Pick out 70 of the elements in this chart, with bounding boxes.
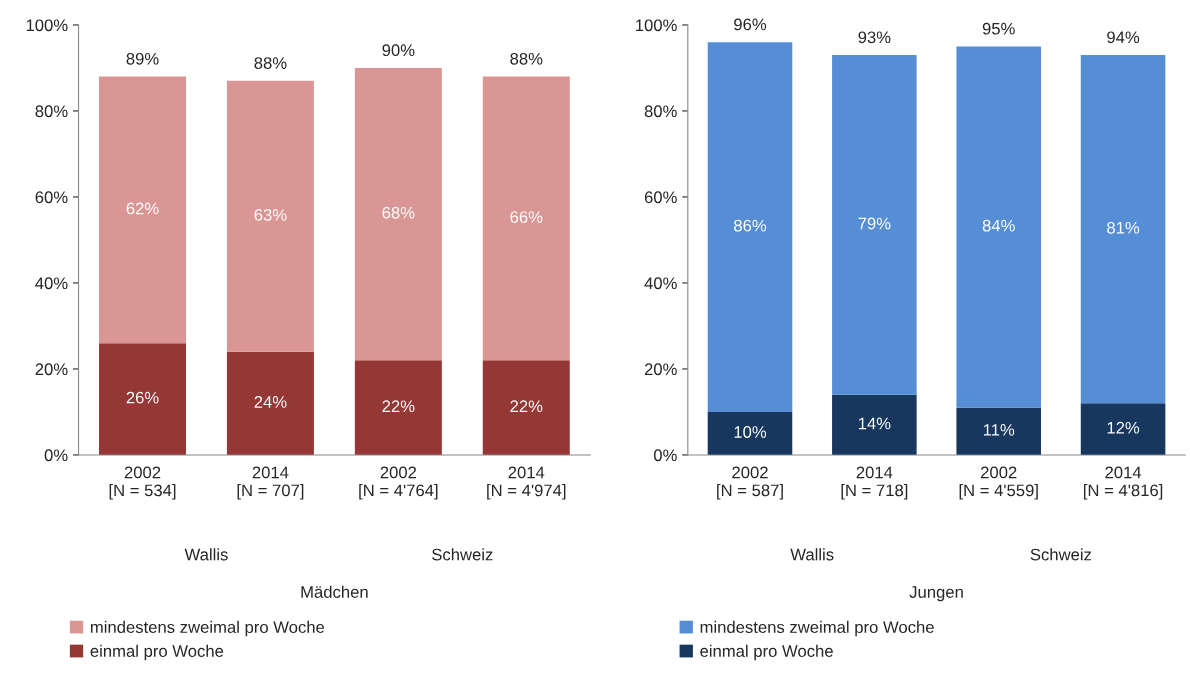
bar bbox=[226, 351, 314, 455]
x-tick-label: 2002 [N = 4'559] bbox=[959, 466, 1038, 500]
y-tick-label: 40% bbox=[644, 277, 677, 290]
y-tick-label: 80% bbox=[35, 105, 68, 118]
total-label: 88% bbox=[254, 57, 287, 69]
total-label: 95% bbox=[982, 22, 1015, 35]
total-label: 96% bbox=[734, 18, 767, 31]
y-tick-label: 100% bbox=[636, 19, 677, 32]
text: Wallis bbox=[790, 548, 834, 561]
x-axis-title: Jungen bbox=[909, 586, 963, 602]
y-tick-label: 0% bbox=[44, 449, 68, 462]
total-label: 93% bbox=[858, 31, 891, 44]
bar bbox=[354, 67, 442, 361]
x-axis-title: Mädchen bbox=[301, 585, 368, 598]
y-tick-label: 60% bbox=[644, 191, 677, 204]
text: 81% bbox=[1107, 221, 1140, 234]
y-tick-label: 100% bbox=[26, 19, 68, 32]
y-tick-label: 60% bbox=[35, 191, 68, 204]
bar bbox=[1080, 55, 1166, 404]
y-tick-label: 0% bbox=[653, 449, 677, 462]
text: 79% bbox=[858, 217, 891, 230]
total-label: 94% bbox=[1107, 31, 1140, 44]
bar bbox=[1080, 403, 1166, 455]
bar bbox=[99, 76, 186, 344]
bar bbox=[482, 76, 570, 361]
bar bbox=[707, 411, 793, 455]
text: 68% bbox=[382, 206, 415, 219]
bar bbox=[482, 360, 570, 455]
bar bbox=[956, 407, 1041, 455]
legend-label: mindestens zweimal pro Woche bbox=[700, 620, 934, 637]
x-tick-label: 2002 [N = 587] bbox=[717, 466, 783, 500]
total-label: 90% bbox=[382, 44, 415, 57]
total-label: 89% bbox=[126, 52, 159, 65]
y-tick-label: 40% bbox=[35, 277, 68, 290]
text: 14% bbox=[858, 417, 891, 430]
text: 10% bbox=[734, 426, 767, 438]
text: 66% bbox=[510, 211, 543, 223]
bar bbox=[832, 394, 917, 455]
x-tick-label: 2014 [N = 718] bbox=[841, 466, 908, 500]
bar bbox=[832, 55, 917, 395]
text: 12% bbox=[1107, 421, 1140, 434]
text: 24% bbox=[254, 396, 287, 408]
y-tick-label: 80% bbox=[644, 105, 677, 118]
bar bbox=[226, 80, 314, 352]
text: 22% bbox=[510, 400, 543, 413]
text: 26% bbox=[126, 391, 159, 404]
bar bbox=[707, 42, 793, 412]
x-tick-label: 2014 [N = 4'974] bbox=[487, 466, 566, 500]
legend-label: einmal pro Woche bbox=[90, 644, 224, 661]
text: 86% bbox=[734, 219, 767, 232]
x-tick-label: 2002 [N = 4'764] bbox=[359, 466, 438, 500]
x-tick-label: 2014 [N = 707] bbox=[237, 466, 304, 500]
text: 84% bbox=[982, 219, 1015, 232]
x-tick-label: 2002 [N = 534] bbox=[109, 466, 176, 500]
text: 62% bbox=[126, 202, 159, 215]
bar bbox=[354, 360, 442, 455]
bar bbox=[956, 46, 1041, 408]
text: 22% bbox=[382, 400, 415, 413]
total-label: 88% bbox=[510, 52, 543, 65]
text: Schweiz bbox=[432, 548, 493, 561]
bar bbox=[99, 343, 186, 455]
y-tick-label: 20% bbox=[644, 363, 677, 376]
text: 63% bbox=[254, 208, 287, 221]
legend-label: einmal pro Woche bbox=[700, 644, 833, 661]
text: 11% bbox=[983, 424, 1015, 436]
legend-label: mindestens zweimal pro Woche bbox=[90, 620, 325, 637]
text: Wallis bbox=[184, 548, 228, 561]
y-tick-label: 20% bbox=[35, 363, 68, 376]
x-tick-label: 2014 [N = 4'816] bbox=[1083, 466, 1163, 500]
text: Schweiz bbox=[1030, 548, 1092, 561]
